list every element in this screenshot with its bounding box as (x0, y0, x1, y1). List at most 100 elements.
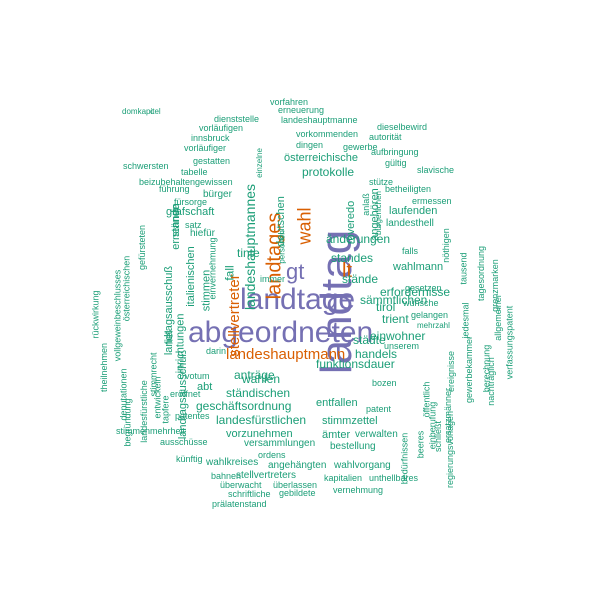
word-47: unthellbares (369, 473, 419, 483)
word-49: überlassen (273, 480, 318, 490)
word-21: stände (342, 272, 379, 286)
word-97: verfassungspatent (503, 305, 514, 380)
word-122: fall (223, 265, 237, 281)
word-83: grafschaft (166, 206, 215, 218)
word-110: ereignisse (446, 351, 456, 393)
word-32: anträge (234, 368, 275, 382)
word-107: bozen (372, 378, 397, 388)
word-120: immer (260, 274, 285, 284)
word-137: theilnehmen (98, 342, 109, 393)
word-38: ämter (322, 429, 351, 441)
word-63: darin (206, 346, 227, 356)
word-91: ermessen (412, 196, 452, 206)
word-72: vorkommenden (296, 129, 359, 139)
word-80: führung (159, 184, 190, 194)
word-66: dienststelle (214, 114, 260, 124)
word-99: berechnung (480, 344, 491, 393)
word-68: vorläufigen (199, 123, 244, 133)
word-3: gt (286, 259, 305, 284)
word-70: innsbruck (191, 133, 230, 143)
word-1: landtage (240, 283, 356, 316)
word-27: städte (353, 333, 386, 347)
word-115: beeres (415, 431, 425, 459)
word-10: protokolle (302, 165, 355, 179)
word-56: künftig (176, 454, 203, 464)
word-108: patent (366, 404, 392, 414)
word-33: geschäftsordnung (196, 399, 292, 413)
word-58: stimmenmehrheit (116, 426, 186, 436)
word-60: eröffnet (170, 389, 201, 399)
word-102: gesetzen (405, 283, 442, 293)
word-100: gewerbekammer (464, 336, 474, 404)
word-131: fiel (164, 330, 176, 345)
word-136: rückwirkung (90, 289, 101, 339)
word-62: votum (185, 371, 210, 381)
word-30: funktionsdauer (316, 357, 395, 371)
word-119: personen (277, 229, 287, 264)
word-57: ausschüsse (160, 437, 208, 447)
word-48: überwacht (220, 480, 262, 490)
word-41: bestellung (330, 441, 376, 452)
word-39: verwalten (355, 429, 398, 440)
word-18: landesthell (386, 218, 434, 229)
word-5: lt (342, 260, 352, 282)
word-144: domkapitel (122, 107, 161, 116)
word-2: abgeordneten (188, 316, 374, 349)
word-78: tabelle (181, 167, 208, 177)
word-96: allgemeiner (493, 294, 503, 341)
word-25: trient (382, 312, 409, 326)
word-94: tagesordnung (475, 245, 486, 302)
word-59: patentes (175, 411, 210, 421)
word-69: dieselbewird (377, 122, 428, 132)
word-55: ordens (258, 450, 286, 460)
word-142: tapfere (161, 395, 171, 424)
word-81: bürger (203, 189, 232, 200)
word-34: entfallen (316, 397, 358, 409)
word-90: betheiligten (385, 184, 432, 194)
word-89: slavische (417, 165, 455, 175)
word-19: falls (402, 246, 419, 256)
word-85: hiefür (190, 228, 216, 239)
word-121: tinte (237, 246, 260, 260)
word-20: standes (331, 251, 374, 265)
word-77: schwersten (123, 161, 169, 171)
word-29: wahlen (242, 372, 281, 386)
word-24: tirol (376, 300, 396, 314)
word-45: stellvertreters (236, 470, 297, 481)
word-67: landeshauptmanne (281, 115, 358, 125)
word-46: kapitalien (324, 473, 363, 483)
word-44: wahlvorgang (334, 460, 391, 471)
word-116: bedürfnissen (398, 432, 409, 485)
word-64: vorfahren (270, 97, 309, 107)
word-106: unserem (384, 341, 420, 351)
word-73: vorläufiger (184, 143, 227, 153)
word-40: versammlungen (244, 438, 316, 449)
word-143: sämmtlichen (360, 293, 428, 307)
word-42: wahlkreises (206, 457, 259, 468)
word-128: stände (170, 204, 182, 238)
word-16: änderungen (326, 232, 391, 246)
word-82: fürsorge (174, 197, 208, 207)
word-61: abt (197, 381, 213, 393)
word-135: vollgeweinbeschlusses (112, 270, 122, 362)
word-28: handels (355, 347, 398, 361)
word-51: schriftliche (228, 489, 271, 499)
word-118: einzelne (255, 148, 264, 178)
word-92: nöthigen (440, 227, 451, 263)
word-88: gültig (385, 158, 407, 168)
word-134: österreichischen (121, 256, 131, 322)
word-11: österreichische (284, 152, 358, 164)
word-84: satz (185, 220, 202, 230)
word-87: aufbringung (371, 147, 419, 157)
word-75: gewerbe (343, 142, 378, 152)
word-54: bahnen (211, 471, 242, 481)
word-104: gelangen (411, 310, 449, 320)
word-36: stimmzettel (322, 415, 378, 427)
word-74: dingen (296, 140, 324, 150)
word-140: landesfürstliche (138, 379, 149, 443)
word-112: ersatzmänner (443, 388, 453, 444)
word-129: einvernehmung (207, 236, 218, 300)
word-101: jedesmal (461, 302, 471, 339)
word-71: autorität (369, 132, 402, 142)
